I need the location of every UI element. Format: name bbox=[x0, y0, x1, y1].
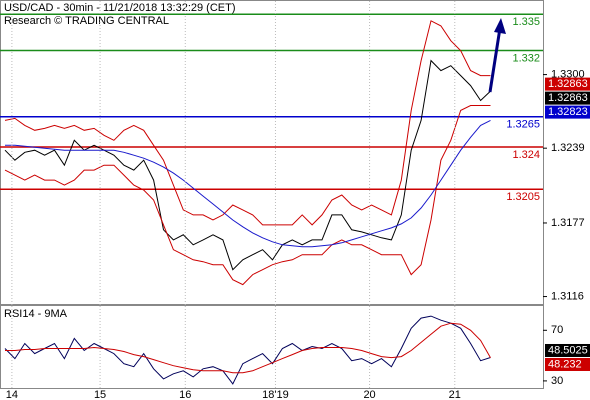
x-tick-label: 20 bbox=[363, 389, 375, 400]
price-panel bbox=[0, 0, 544, 305]
x-tick-label: 21 bbox=[449, 389, 461, 400]
level-label: 1.335 bbox=[512, 16, 540, 28]
x-tick-label: 15 bbox=[94, 389, 106, 400]
series-line bbox=[5, 322, 491, 374]
chart-title: USD/CAD - 30min - 11/21/2018 13:32:29 (C… bbox=[4, 2, 236, 14]
price-box-label: 48.5025 bbox=[548, 344, 588, 356]
price-box bbox=[545, 105, 590, 119]
series-line bbox=[4, 20, 491, 226]
price-box bbox=[545, 343, 590, 357]
y-tick-label: 1.3239 bbox=[551, 142, 585, 154]
forecast-arrow bbox=[488, 18, 506, 93]
price-box-label: 1.32863 bbox=[548, 78, 588, 90]
x-tick-label: 18'19 bbox=[262, 389, 289, 400]
level-label: 1.324 bbox=[512, 149, 540, 161]
x-tick-label: 16 bbox=[179, 389, 191, 400]
price-box-label: 1.32863 bbox=[548, 92, 588, 104]
y-tick-label: 1.3116 bbox=[551, 290, 584, 302]
level-label: 1.3205 bbox=[506, 191, 540, 203]
x-tick-label: 14 bbox=[6, 389, 18, 400]
y-tick-label: 70 bbox=[551, 324, 563, 336]
y-tick-label: 1.3177 bbox=[551, 217, 585, 229]
price-box bbox=[545, 91, 590, 105]
level-label: 1.3265 bbox=[506, 119, 540, 131]
series-line bbox=[4, 105, 491, 286]
rsi-title: RSI14 - 9MA bbox=[4, 308, 68, 320]
price-box bbox=[545, 357, 590, 371]
series-line bbox=[4, 59, 491, 271]
price-box-label: 1.32823 bbox=[548, 106, 588, 118]
series-line bbox=[4, 315, 491, 385]
level-label: 1.332 bbox=[512, 52, 540, 64]
rsi-panel bbox=[0, 305, 544, 389]
price-box bbox=[545, 77, 590, 91]
price-box-label: 48.232 bbox=[548, 358, 582, 370]
series-line bbox=[5, 119, 491, 248]
chart-subtitle: Research © TRADING CENTRAL bbox=[4, 15, 169, 27]
y-tick-label: 1.3300 bbox=[551, 68, 585, 80]
y-tick-label: 30 bbox=[551, 375, 563, 387]
